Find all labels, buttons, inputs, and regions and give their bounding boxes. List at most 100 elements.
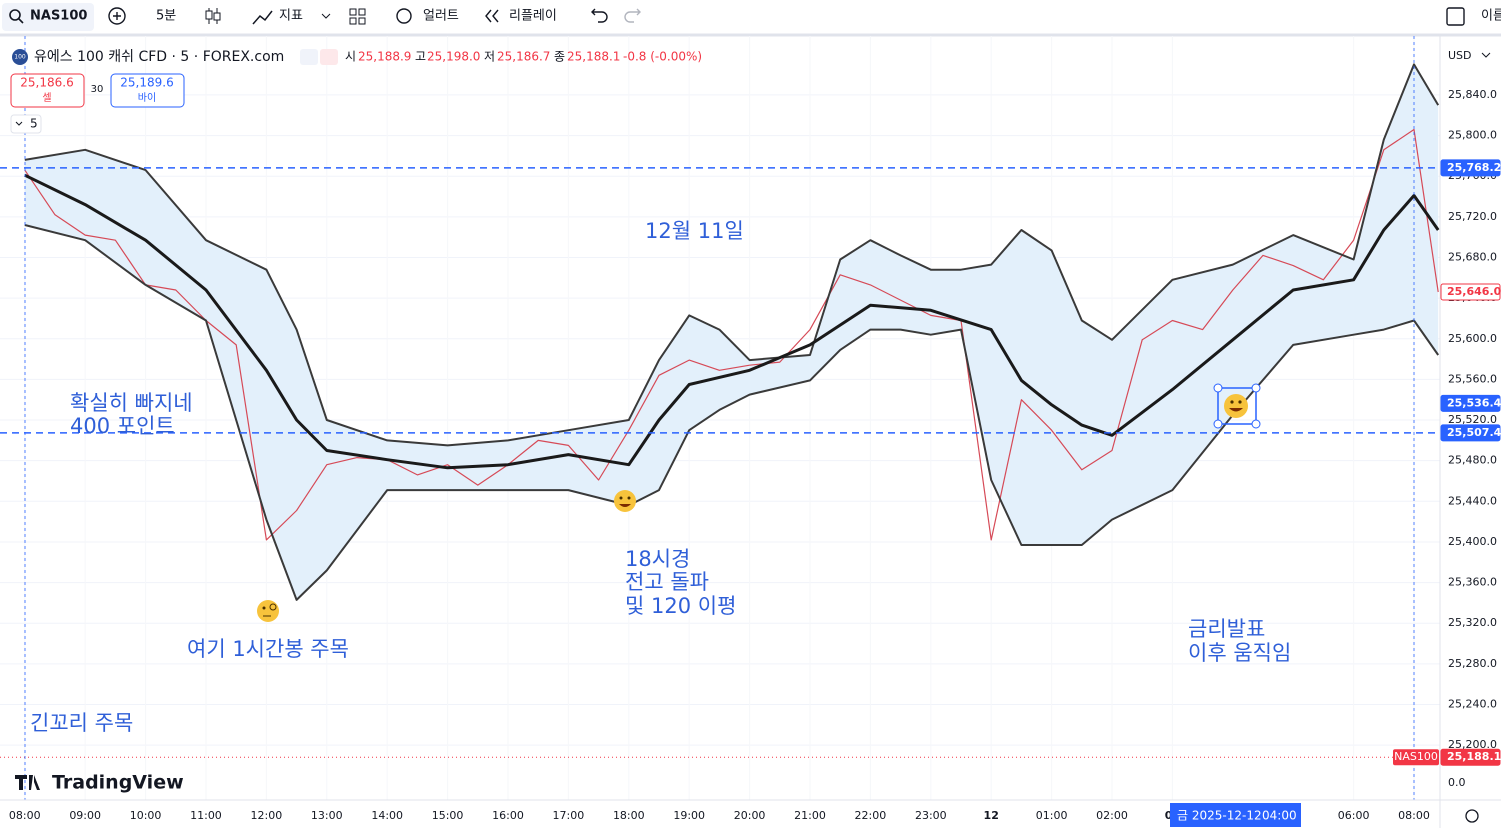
- replay-button[interactable]: 리플레이: [509, 9, 557, 24]
- sell-label: 셀: [42, 92, 51, 104]
- y-tick-label: 25,480.0: [1448, 454, 1497, 467]
- chevron: [1481, 52, 1491, 58]
- series-line: [24, 128, 1439, 541]
- x-tick-label: 08:00: [1398, 809, 1430, 822]
- alerts-button[interactable]: 얼러트: [423, 9, 459, 24]
- crosshair-time: 04:00: [1262, 809, 1297, 823]
- annotation[interactable]: 이후 움직임: [1188, 641, 1291, 665]
- x-tick-label: 12:00: [251, 809, 283, 822]
- y-tick-label: 25,360.0: [1448, 576, 1497, 589]
- symbol-logo: [12, 49, 28, 65]
- search-icon: [9, 9, 21, 21]
- chart-type-icon: [205, 10, 213, 20]
- emoji-sticker-selected[interactable]: [1213, 383, 1261, 429]
- plot: [0, 36, 1440, 800]
- y-tick-label: 25,720.0: [1448, 210, 1497, 223]
- indicators-button[interactable]: 지표: [279, 9, 303, 24]
- replay-icon: [485, 9, 499, 23]
- chevron[interactable]: [321, 13, 331, 19]
- emoji-sticker[interactable]: [614, 490, 636, 512]
- spread: 30: [91, 84, 104, 95]
- series-line: [24, 63, 1440, 447]
- x-tick-label: 17:00: [553, 809, 585, 822]
- indicator-icon: [252, 10, 273, 25]
- symbol-search[interactable]: [2, 3, 94, 31]
- annotation[interactable]: 전고 돌파: [625, 570, 709, 594]
- x-tick-label: 01:00: [1036, 809, 1068, 822]
- price-tag-label: 25,646.0: [1447, 285, 1501, 298]
- y-tick-label: 25,400.0: [1448, 535, 1497, 548]
- collapse-button[interactable]: [10, 114, 42, 134]
- undo-button[interactable]: [591, 8, 608, 23]
- fullscreen-button[interactable]: [1446, 7, 1465, 26]
- x-tick-label: 12: [984, 809, 999, 822]
- x-tick-label: 19:00: [673, 809, 705, 822]
- logo[interactable]: TradingView: [52, 772, 184, 794]
- price-tag: [1440, 159, 1501, 177]
- symbol-tag-label: NAS100: [1394, 750, 1438, 763]
- toolbar: [0, 0, 1501, 34]
- series-line: [24, 173, 1440, 470]
- buy-button[interactable]: [110, 73, 185, 108]
- series-line: [24, 224, 1440, 601]
- annotation[interactable]: 12월 11일: [645, 219, 744, 243]
- legend-toggle[interactable]: [320, 49, 338, 65]
- y-tick-label: 25,600.0: [1448, 332, 1497, 345]
- annotation[interactable]: 18시경: [625, 547, 690, 571]
- currency[interactable]: USD: [1448, 49, 1472, 62]
- x-tick-label: 06:00: [1338, 809, 1370, 822]
- annotation[interactable]: 400 포인트: [70, 414, 175, 438]
- time-axis: 08:00 09:00 10:00 11:00 12:00 13:00 14:00 15:00…: [9, 809, 1430, 822]
- y-tick-label: 25,280.0: [1448, 657, 1497, 670]
- annotation[interactable]: 및 120 이평: [625, 594, 736, 618]
- annotation[interactable]: 확실히 빠지네: [70, 391, 193, 415]
- price-tag: [1440, 748, 1501, 766]
- chevron: [15, 121, 23, 126]
- ohlc-label: 저: [484, 50, 495, 64]
- y-tick-label: 25,560.0: [1448, 372, 1497, 385]
- ohlc-value: 25,198.0: [427, 50, 480, 64]
- buy-label: 바이: [138, 92, 156, 104]
- x-tick-label: 20:00: [734, 809, 766, 822]
- band-fill: [24, 64, 1439, 600]
- crosshair-time-label: [1170, 803, 1301, 827]
- interval-button[interactable]: 5분: [156, 9, 176, 24]
- x-tick-label: 13:00: [311, 809, 343, 822]
- x-tick-label: 08:00: [9, 809, 41, 822]
- ohlc-label: 종: [554, 50, 565, 64]
- price-tag-label: 25,536.4: [1447, 396, 1501, 409]
- sell-price: 25,186.6: [20, 76, 73, 90]
- annotation[interactable]: 여기 1시간봉 주목: [187, 637, 349, 661]
- price-tag-label: 25,507.4: [1447, 426, 1501, 439]
- x-tick-label: 16:00: [492, 809, 524, 822]
- emoji-sticker[interactable]: [257, 600, 279, 622]
- search-icon: [18, 18, 24, 24]
- price-tag-label: 25,188.1: [1447, 750, 1501, 763]
- plus-icon: [113, 12, 121, 20]
- x-tick-label: 09:00: [69, 809, 101, 822]
- symbol-tag: [1393, 749, 1439, 766]
- annotation[interactable]: 금리발표: [1188, 617, 1265, 641]
- collapse-count: 5: [30, 117, 38, 131]
- price-tag: [1440, 424, 1501, 442]
- symbol[interactable]: NAS100: [30, 9, 87, 24]
- x-tick-label: 10:00: [130, 809, 162, 822]
- redo-button[interactable]: [624, 8, 641, 23]
- name-label: 이름: [1481, 9, 1501, 24]
- y-tick-label: 25,800.0: [1448, 129, 1497, 142]
- settings-button[interactable]: [1465, 809, 1479, 823]
- x-tick-label: 21:00: [794, 809, 826, 822]
- sell-button[interactable]: [10, 73, 85, 108]
- x-tick-label: 22:00: [855, 809, 887, 822]
- buy-price: 25,189.6: [120, 76, 173, 90]
- layout-icon[interactable]: [349, 8, 366, 25]
- ohlc-value: 25,188.1: [567, 50, 620, 64]
- logo-mark: [15, 775, 40, 790]
- annotation[interactable]: 긴꼬리 주목: [30, 711, 133, 735]
- compare-button[interactable]: [108, 7, 126, 25]
- ohlc-label: 고: [415, 50, 426, 64]
- ohlc-label: 시: [345, 50, 356, 64]
- legend-toggle[interactable]: [300, 49, 318, 65]
- symbol-logo-text: 100: [14, 54, 26, 61]
- price-tag: [1440, 394, 1501, 412]
